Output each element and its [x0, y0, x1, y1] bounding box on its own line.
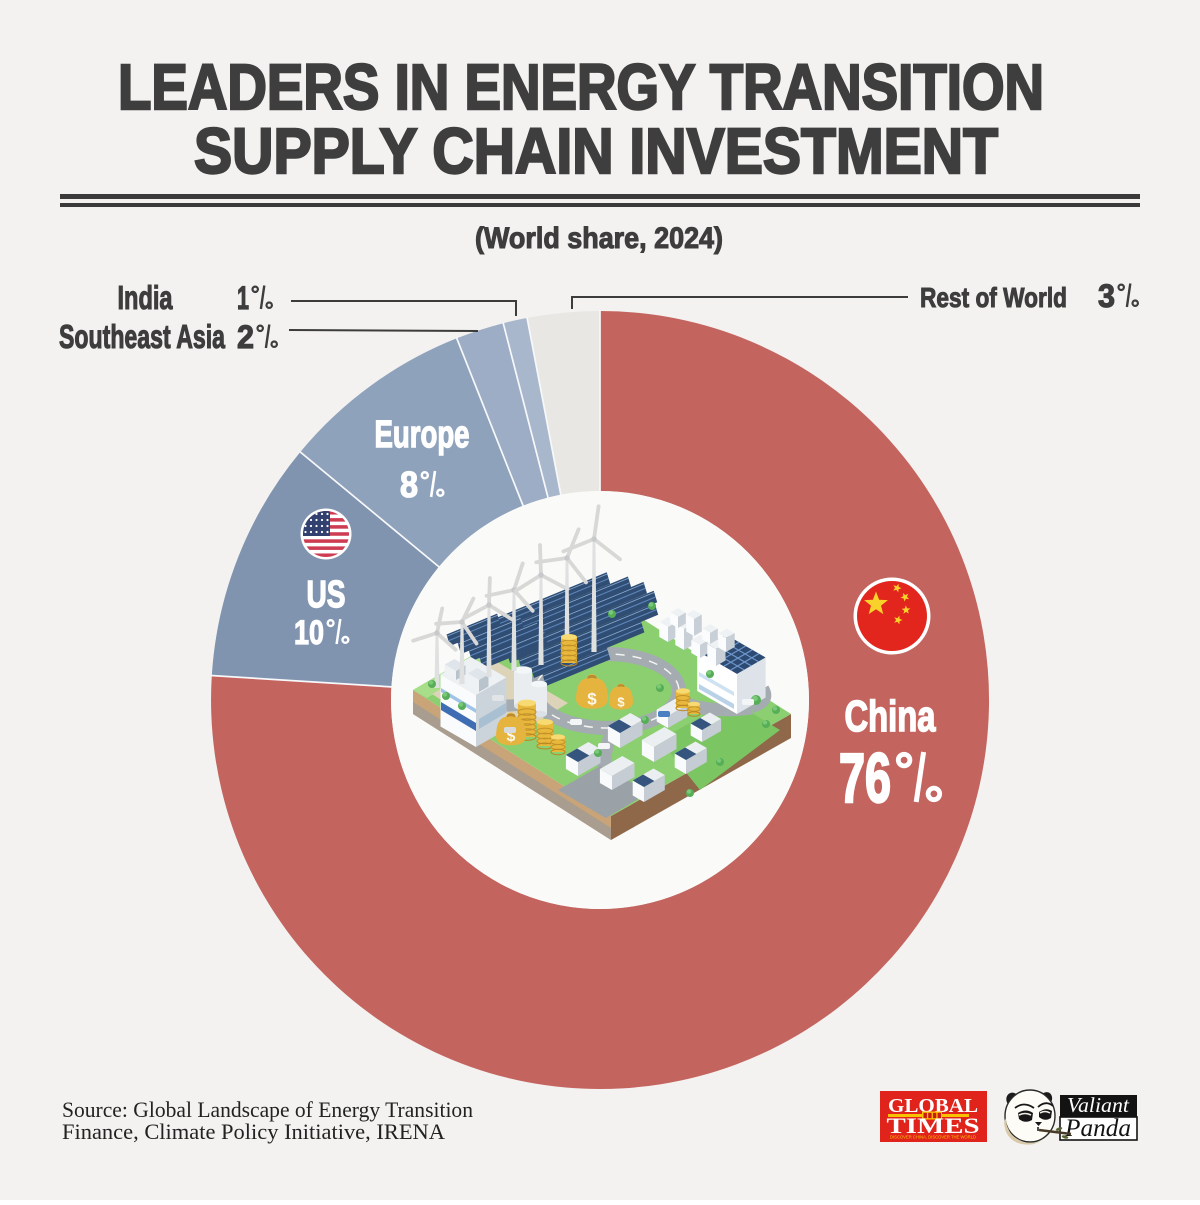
svg-text:76: 76 [839, 739, 891, 817]
svg-text:$: $ [617, 694, 625, 709]
svg-text:2: 2 [237, 318, 254, 355]
svg-text:(World share, 2024): (World share, 2024) [475, 222, 723, 255]
svg-text:Europe: Europe [375, 414, 470, 456]
svg-text:3: 3 [1098, 277, 1115, 314]
svg-text:10: 10 [294, 614, 324, 652]
svg-text:Valiant: Valiant [1067, 1093, 1130, 1117]
svg-text:8: 8 [400, 464, 418, 505]
svg-text:US: US [307, 574, 346, 616]
svg-text:GLOBAL: GLOBAL [888, 1095, 978, 1117]
svg-text:TIMES: TIMES [887, 1113, 980, 1138]
svg-text:Source: Global Landscape of En: Source: Global Landscape of Energy Trans… [62, 1097, 473, 1122]
svg-text:LEADERS IN ENERGY TRANSITION: LEADERS IN ENERGY TRANSITION [118, 51, 1044, 123]
svg-text:Panda: Panda [1064, 1115, 1131, 1142]
svg-text:1: 1 [237, 279, 249, 316]
svg-text:Southeast Asia: Southeast Asia [59, 318, 225, 355]
svg-text:China: China [845, 692, 936, 741]
svg-text:DISCOVER CHINA, DISCOVER THE W: DISCOVER CHINA, DISCOVER THE WORLD [890, 1135, 977, 1140]
svg-text:Finance, Climate Policy Initia: Finance, Climate Policy Initiative, IREN… [62, 1119, 446, 1144]
svg-text:India: India [118, 279, 173, 316]
svg-text:$: $ [507, 728, 516, 745]
svg-text:SUPPLY CHAIN INVESTMENT: SUPPLY CHAIN INVESTMENT [194, 115, 998, 187]
svg-text:Rest of World: Rest of World [920, 282, 1067, 313]
svg-text:$: $ [587, 689, 597, 708]
